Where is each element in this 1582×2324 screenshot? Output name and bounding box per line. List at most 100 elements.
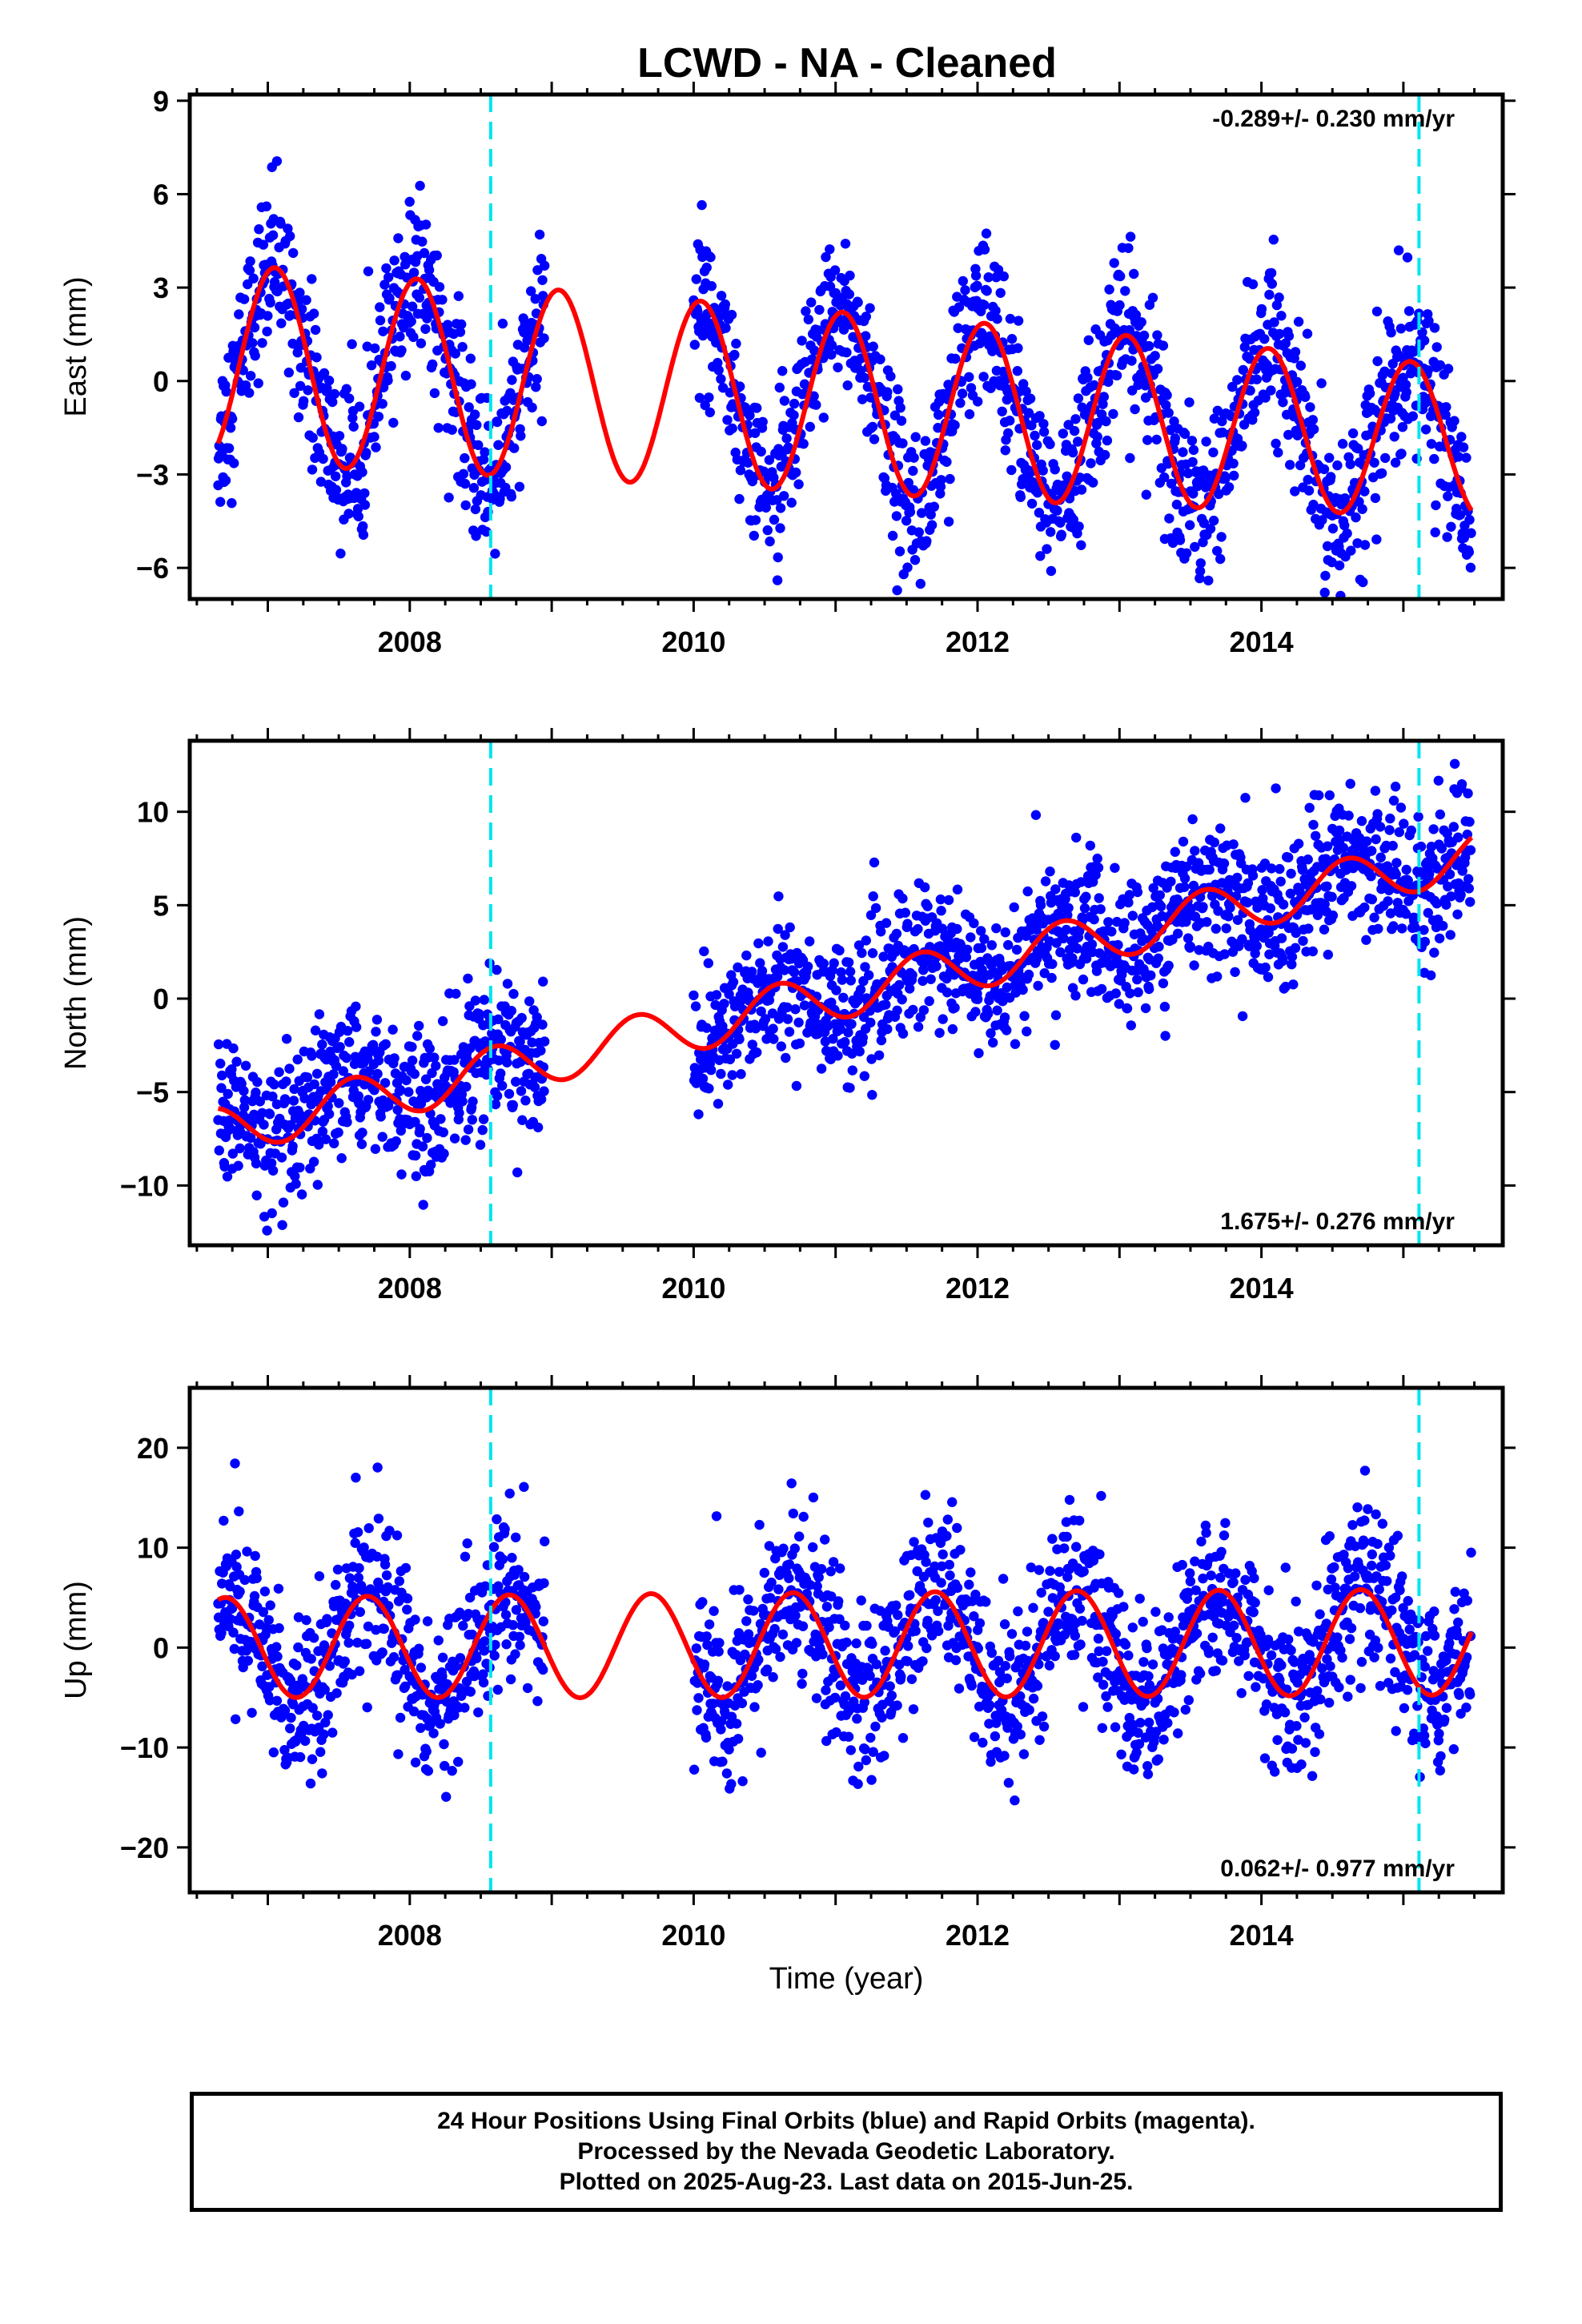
data-point [466, 379, 476, 389]
data-point [293, 1642, 303, 1653]
x-tick-label: 2008 [378, 625, 442, 658]
data-point [705, 252, 716, 263]
data-point [921, 1557, 931, 1567]
data-point [885, 1681, 895, 1691]
data-point [1098, 399, 1108, 409]
data-point [1038, 427, 1050, 437]
data-point [1274, 292, 1284, 303]
data-point [826, 349, 837, 360]
data-point [538, 291, 548, 301]
data-point [1088, 477, 1098, 488]
data-point [870, 1721, 881, 1732]
data-point [215, 497, 226, 507]
data-point [910, 1626, 921, 1636]
data-point [777, 942, 789, 952]
data-point [229, 458, 239, 468]
data-point [319, 1640, 330, 1651]
data-point [1406, 825, 1417, 836]
data-point [1384, 825, 1395, 835]
data-point [1443, 364, 1454, 374]
data-point [363, 1621, 374, 1632]
data-point [991, 923, 1002, 934]
data-point [943, 895, 954, 906]
data-point [1187, 456, 1198, 468]
data-point [759, 1567, 769, 1578]
data-point [990, 1731, 1001, 1742]
data-point [1267, 279, 1278, 289]
data-point [964, 1579, 974, 1590]
data-point [982, 1008, 994, 1019]
data-point [375, 315, 386, 326]
data-point [370, 1144, 381, 1154]
data-point [1380, 452, 1391, 464]
data-point [701, 1631, 712, 1642]
data-point [1132, 887, 1143, 898]
data-point [797, 1679, 807, 1689]
data-point [1389, 432, 1399, 442]
data-point [805, 421, 815, 432]
data-point [950, 1003, 960, 1013]
data-point [856, 1595, 866, 1606]
data-point [320, 1134, 331, 1144]
data-point [1002, 982, 1013, 993]
data-point [336, 1153, 347, 1164]
data-point [1158, 340, 1169, 351]
data-point [826, 1591, 837, 1602]
data-point [960, 285, 970, 296]
data-point [1023, 408, 1034, 418]
data-point [691, 274, 701, 284]
data-point [318, 453, 328, 464]
data-point [258, 239, 269, 250]
data-point [263, 311, 273, 321]
data-point [1426, 439, 1437, 449]
data-point [1464, 547, 1475, 557]
data-point [379, 1078, 391, 1088]
data-point [721, 323, 731, 333]
data-point [1372, 809, 1383, 819]
data-point [1070, 414, 1081, 424]
data-point [920, 1490, 931, 1500]
data-point [791, 467, 801, 478]
data-point [1371, 306, 1383, 317]
data-point [1276, 933, 1287, 943]
data-point [1456, 779, 1468, 790]
data-point [1273, 447, 1283, 458]
data-point [372, 1068, 383, 1080]
data-point [892, 1700, 902, 1711]
data-point [861, 935, 872, 946]
data-point [743, 457, 753, 468]
data-point [728, 977, 739, 987]
data-point [288, 247, 299, 259]
data-point [471, 531, 481, 541]
data-point [910, 432, 921, 442]
data-point [329, 1138, 339, 1148]
data-point [519, 1482, 529, 1492]
data-point [1320, 570, 1331, 581]
data-point [362, 341, 372, 352]
data-point [352, 1638, 363, 1648]
data-point [1347, 428, 1359, 439]
data-point [1156, 901, 1166, 912]
data-point [400, 1681, 411, 1691]
data-point [444, 493, 454, 503]
data-point [969, 1611, 979, 1622]
data-point [300, 1735, 311, 1747]
data-point [344, 393, 355, 404]
data-point [246, 1132, 256, 1144]
data-point [768, 1672, 778, 1683]
data-point [769, 1623, 780, 1634]
data-point [312, 1180, 323, 1190]
data-point [239, 1086, 249, 1096]
data-point [734, 493, 745, 505]
data-point [970, 271, 982, 281]
data-point [451, 988, 461, 999]
data-point [903, 477, 914, 489]
data-point [1185, 941, 1196, 952]
data-point [786, 1478, 797, 1489]
data-point [894, 979, 905, 991]
data-point [998, 1574, 1009, 1584]
data-point [952, 884, 963, 895]
data-point [936, 1578, 946, 1588]
data-point [314, 1140, 324, 1150]
data-point [534, 229, 545, 240]
